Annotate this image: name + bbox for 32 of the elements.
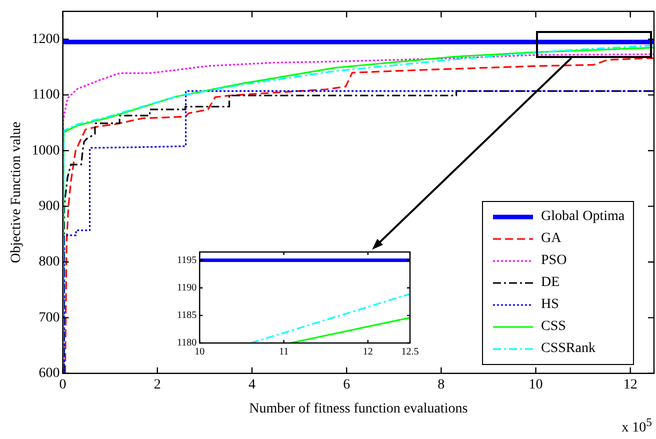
legend-label: GA — [541, 231, 562, 248]
legend-label: PSO — [541, 253, 567, 270]
text: x 10$^{5}$ — [622, 416, 652, 437]
y-tick-label: 1100 — [32, 88, 60, 103]
x-tick-label: 12 — [623, 377, 638, 392]
y-tick-label: 700 — [38, 310, 60, 326]
y-tick-label: 1185 — [176, 310, 197, 322]
x-tick-label: 12.5 — [401, 346, 419, 358]
x-tick-label: 11 — [278, 346, 289, 358]
y-tick-label: 800 — [38, 254, 60, 270]
x-axis-title: Number of fitness function evaluations — [249, 401, 468, 416]
y-tick-label: 600 — [38, 366, 60, 382]
x-tick-label: 0 — [59, 377, 66, 392]
legend-label: HS — [541, 297, 559, 314]
y-tick-label: 1180 — [176, 338, 197, 349]
x-tick-label: 4 — [248, 377, 256, 392]
x-tick-label: 10 — [194, 346, 205, 358]
legend-label: DE — [541, 275, 560, 292]
y-tick-label: 1200 — [32, 32, 60, 47]
legend-label: CSSRank — [541, 341, 596, 358]
x-tick-label: 2 — [154, 377, 161, 392]
legend-label: Global Optima — [541, 209, 625, 226]
y-tick-label: 1190 — [176, 282, 197, 294]
y-tick-label: 900 — [38, 198, 60, 214]
x-tick-label: 8 — [438, 377, 445, 392]
x-tick-label: 10 — [528, 377, 543, 392]
x-tick-label: 12 — [362, 346, 373, 358]
y-tick-label: 1000 — [32, 143, 60, 158]
y-axis-title: Objective Function value — [9, 122, 24, 264]
x-tick-label: 6 — [343, 377, 350, 392]
y-tick-label: 1195 — [176, 254, 197, 266]
legend-label: CSS — [541, 319, 566, 336]
